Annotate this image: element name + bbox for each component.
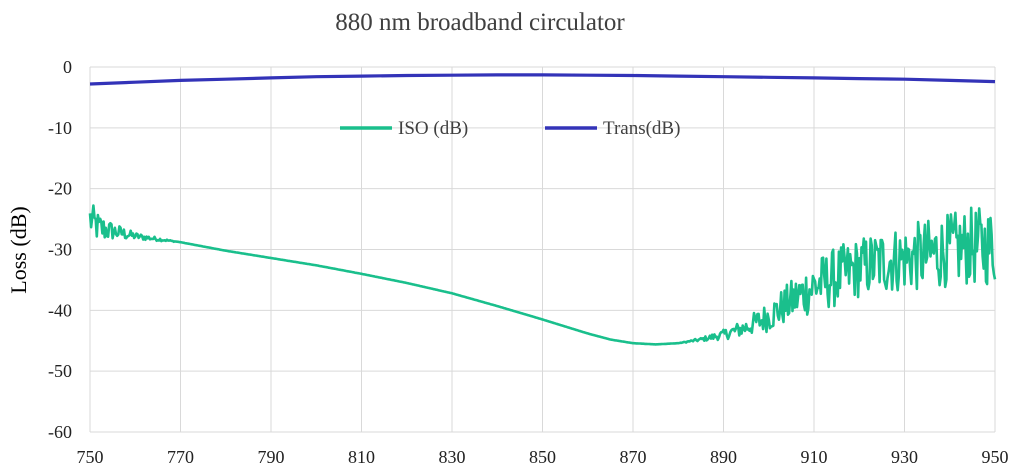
y-tick-label: -30 [48,240,72,260]
legend-label: ISO (dB) [398,118,468,139]
legend: ISO (dB) Trans(dB) [340,118,680,139]
axis-ticks: 750 770 790 810 830 850 870 890 910 930 950 0 -10 -20… [48,57,1009,467]
y-axis-label: Loss (dB) [6,206,31,293]
chart-title: 880 nm broadband circulator [335,9,625,36]
legend-label: Trans(dB) [603,118,680,139]
x-tick-label: 810 [348,447,375,467]
y-tick-label: 0 [63,57,72,77]
legend-item-trans: Trans(dB) [545,118,680,139]
plot-area [88,73,997,346]
y-tick-label: -50 [48,361,72,381]
x-tick-label: 850 [529,447,556,467]
y-tick-label: -20 [48,179,72,199]
y-tick-label: -60 [48,422,72,442]
x-tick-label: 930 [891,447,918,467]
series-line-trans [89,73,996,86]
x-tick-label: 770 [167,447,194,467]
legend-item-iso: ISO (dB) [340,118,468,139]
x-tick-label: 910 [801,447,828,467]
y-tick-label: -40 [48,300,72,320]
x-tick-label: 830 [439,447,466,467]
x-tick-label: 890 [710,447,737,467]
series-line-iso [88,204,997,346]
x-tick-label: 750 [77,447,104,467]
y-tick-label: -10 [48,118,72,138]
x-tick-label: 870 [620,447,647,467]
grid [89,66,996,433]
x-tick-label: 790 [258,447,285,467]
x-tick-label: 950 [982,447,1009,467]
